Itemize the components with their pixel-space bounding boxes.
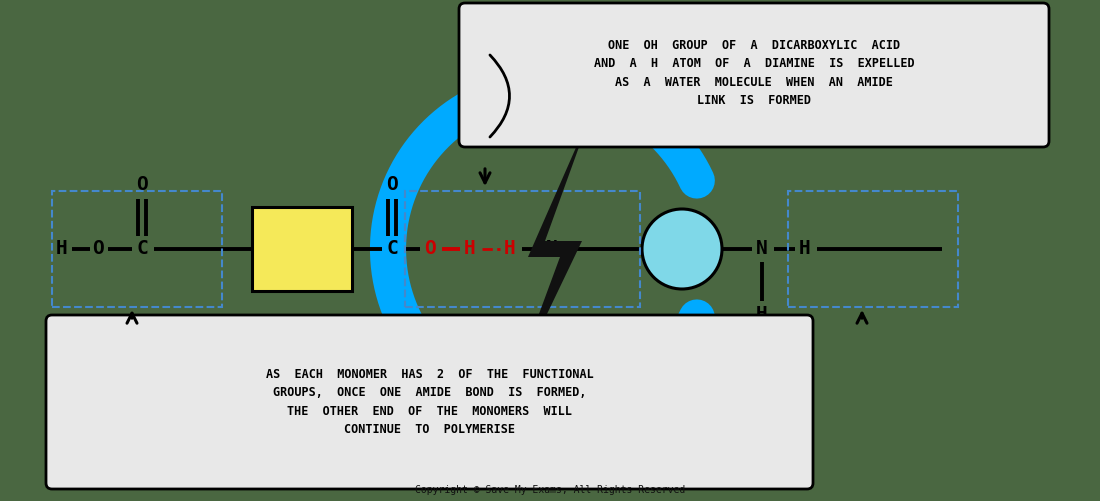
Bar <box>252 207 352 291</box>
Text: N: N <box>546 239 558 259</box>
Text: H: H <box>799 239 811 259</box>
Text: H: H <box>56 239 68 259</box>
FancyBboxPatch shape <box>46 315 813 489</box>
Bar <box>405 191 640 307</box>
Polygon shape <box>512 111 592 387</box>
Text: C: C <box>136 239 147 259</box>
Text: AS  EACH  MONOMER  HAS  2  OF  THE  FUNCTIONAL
GROUPS,  ONCE  ONE  AMIDE  BOND  : AS EACH MONOMER HAS 2 OF THE FUNCTIONAL … <box>265 368 593 436</box>
Text: O: O <box>136 174 147 193</box>
Text: ONE  OH  GROUP  OF  A  DICARBOXYLIC  ACID
AND  A  H  ATOM  OF  A  DIAMINE  IS  E: ONE OH GROUP OF A DICARBOXYLIC ACID AND … <box>594 39 914 107</box>
Text: O: O <box>92 239 103 259</box>
Text: H: H <box>464 239 476 259</box>
FancyBboxPatch shape <box>459 3 1049 147</box>
Bar <box>788 191 958 307</box>
Text: H: H <box>756 305 768 324</box>
Text: O: O <box>425 239 436 259</box>
Text: H: H <box>504 239 516 259</box>
Bar <box>52 191 222 307</box>
Text: N: N <box>756 239 768 259</box>
Text: Copyright © Save My Exams, All Rights Reserved: Copyright © Save My Exams, All Rights Re… <box>415 485 685 495</box>
Circle shape <box>642 209 722 289</box>
Text: C: C <box>386 239 398 259</box>
Text: O: O <box>386 174 398 193</box>
